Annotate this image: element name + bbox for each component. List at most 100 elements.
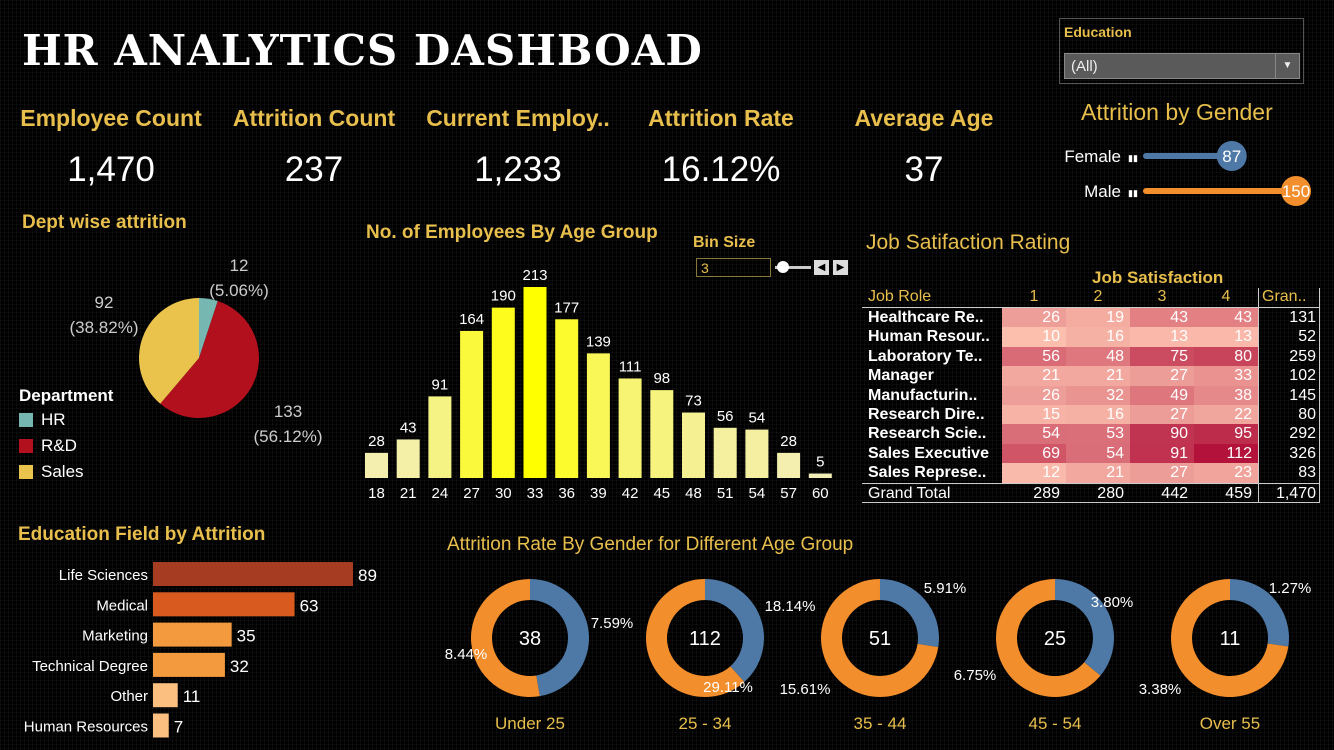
age-bar-label: 91 <box>432 376 449 393</box>
donut-male-pct: 29.11% <box>703 679 753 696</box>
gender-chart-title: Attrition by Gender <box>1081 99 1273 125</box>
kpi-label: Current Employ.. <box>426 105 610 131</box>
kpi-value: 1,470 <box>67 150 155 189</box>
grand-total-value: 1,470 <box>1275 485 1316 502</box>
education-filter[interactable]: Education (All) ▼ <box>1059 18 1304 84</box>
age-tick-label: 30 <box>495 485 512 502</box>
age-tick-label: 60 <box>812 485 829 502</box>
kpi-label: Employee Count <box>20 105 202 131</box>
kpi-value: 16.12% <box>661 150 781 189</box>
bar-chart-icon: ▮▮ <box>1128 153 1138 163</box>
grand-total-value: 442 <box>1161 485 1188 502</box>
edu-field-label: Technical Degree <box>32 658 148 675</box>
age-bar <box>460 330 484 478</box>
age-tick-label: 54 <box>749 485 766 502</box>
donut-female-pct: 5.91% <box>924 580 967 597</box>
donut-total: 112 <box>689 628 721 650</box>
donut-male-segment <box>821 579 939 697</box>
edu-bar-value: 63 <box>300 596 319 615</box>
dashboard-title: HR ANALYTICS DASHBOAD <box>22 26 703 75</box>
donut-female-segment <box>530 579 589 697</box>
donut-total: 25 <box>1044 628 1066 650</box>
age-bar-label: 54 <box>749 410 766 427</box>
heatmap-cell: 23 <box>1194 463 1258 483</box>
heatmap-cell: 13 <box>1194 327 1258 347</box>
divider <box>862 307 1320 308</box>
gender-bar-end <box>1281 176 1311 206</box>
age-bar <box>523 287 547 478</box>
donut-female-pct: 1.27% <box>1269 580 1312 597</box>
edu-bar-value: 7 <box>174 718 183 737</box>
chevron-right-icon[interactable]: ▶ <box>833 260 848 275</box>
age-bar-label: 5 <box>816 454 824 471</box>
gender-value: 150 <box>1282 182 1310 201</box>
heatmap-cell: 10 <box>1002 327 1066 347</box>
row-total: 80 <box>1298 406 1316 423</box>
kpi-value: 1,233 <box>474 150 562 189</box>
gender-bar <box>1143 188 1296 194</box>
age-tick-label: 48 <box>685 485 702 502</box>
age-bar-label: 111 <box>619 358 642 375</box>
heatmap-cell: 54 <box>1002 424 1066 444</box>
pie-slice-rd <box>160 301 260 419</box>
age-bar-label: 177 <box>554 299 579 316</box>
kpi-label: Average Age <box>854 105 994 131</box>
dept-legend: Department HR R&D Sales <box>19 386 113 482</box>
chevron-left-icon[interactable]: ◀ <box>814 260 829 275</box>
slider-handle[interactable] <box>777 261 789 273</box>
donut-male-segment <box>645 579 745 697</box>
legend-item-hr[interactable]: HR <box>19 410 113 430</box>
chevron-down-icon[interactable]: ▼ <box>1275 54 1299 78</box>
heatmap-cell: 19 <box>1066 308 1130 328</box>
donut-male-pct: 15.61% <box>780 681 831 698</box>
job-role-label: Human Resour.. <box>868 328 990 346</box>
bin-size-slider[interactable] <box>775 266 811 269</box>
row-total: 145 <box>1289 386 1316 404</box>
age-bar-label: 190 <box>491 288 516 305</box>
gender-label: Female <box>1064 147 1121 166</box>
donut-female-pct: 7.59% <box>591 615 634 632</box>
education-select[interactable]: (All) ▼ <box>1064 53 1300 79</box>
edu-bar-value: 35 <box>237 627 256 646</box>
donut-total: 51 <box>869 628 891 650</box>
heatmap-cell: 33 <box>1194 366 1258 386</box>
row-total: 83 <box>1298 464 1316 482</box>
heatmap-cell: 15 <box>1002 405 1066 425</box>
legend-title: Department <box>19 386 114 405</box>
bin-size-label: Bin Size <box>693 234 756 251</box>
bin-size-input[interactable]: 3 <box>696 258 771 277</box>
heatmap-cell: 54 <box>1066 443 1130 464</box>
age-tick-label: 57 <box>780 485 797 502</box>
age-bar-label: 28 <box>780 433 797 450</box>
job-role-label: Sales Represe.. <box>868 464 987 482</box>
heatmap-cell: 38 <box>1194 385 1258 405</box>
pie-percent-label: (56.12%) <box>254 427 323 446</box>
age-bar <box>808 473 832 478</box>
job-role-label: Healthcare Re.. <box>868 309 984 326</box>
heatmap-cell: 21 <box>1066 463 1130 483</box>
heatmap-cell: 27 <box>1130 463 1194 483</box>
heatmap-cell: 21 <box>1066 366 1130 386</box>
age-tick-label: 24 <box>432 485 449 502</box>
heatmap-cell: 90 <box>1130 424 1194 444</box>
legend-item-rd[interactable]: R&D <box>19 436 113 456</box>
donut-female-segment <box>1055 579 1114 676</box>
col-header: Job Satisfaction <box>1092 268 1224 287</box>
total-col-label: Gran.. <box>1262 288 1307 305</box>
legend-item-sales[interactable]: Sales <box>19 462 113 482</box>
donut-male-pct: 3.38% <box>1139 681 1182 698</box>
age-tick-label: 39 <box>590 485 607 502</box>
donut-group-label: 45 - 54 <box>1029 714 1082 733</box>
row-total: 292 <box>1289 425 1316 443</box>
age-tick-label: 33 <box>527 485 544 502</box>
job-role-label: Manufacturin.. <box>868 386 978 404</box>
donut-chart-title: Attrition Rate By Gender for Different A… <box>447 534 854 555</box>
donut-total: 38 <box>519 628 541 650</box>
legend-label: Sales <box>41 462 84 481</box>
job-role-label: Laboratory Te.. <box>868 347 983 365</box>
age-tick-label: 21 <box>400 485 417 502</box>
edu-field-label: Human Resources <box>24 719 148 736</box>
pie-slice-hr <box>199 298 218 358</box>
gender-bar <box>1143 153 1232 159</box>
age-bar <box>586 353 610 478</box>
